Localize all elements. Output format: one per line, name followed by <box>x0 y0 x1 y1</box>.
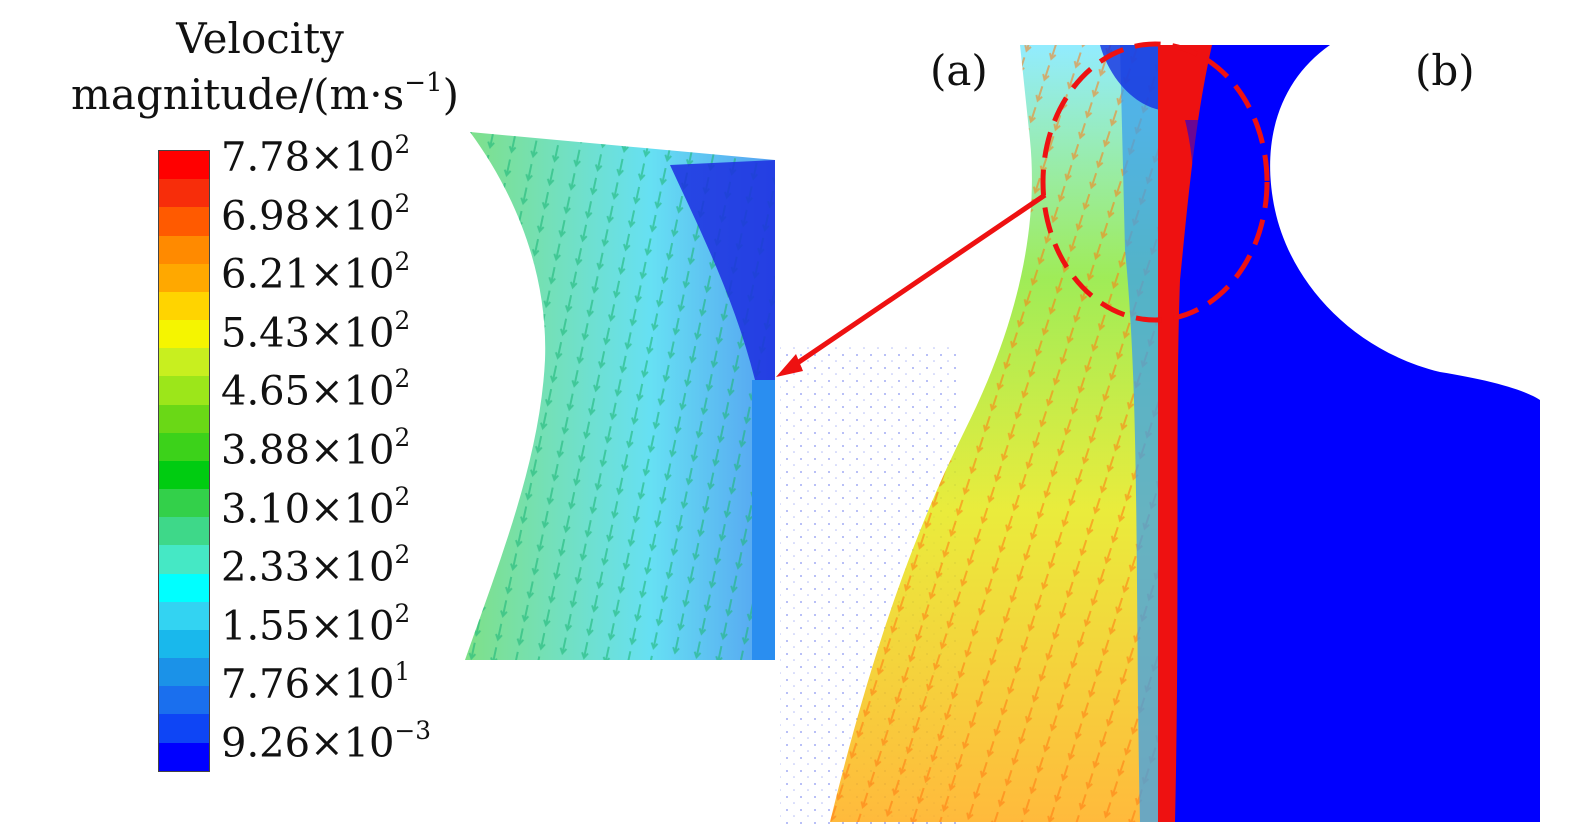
color-band <box>159 629 209 659</box>
color-band <box>159 432 209 461</box>
legend-title-line1: Velocity <box>176 14 344 63</box>
legend-title-unit: magnitude/(m·s <box>71 70 405 120</box>
color-band <box>159 404 209 433</box>
color-bar-tick-label: 4.65×102 <box>221 364 411 415</box>
zoom-arrow-head <box>776 354 803 377</box>
color-bar-tick-label: 3.88×102 <box>221 423 411 474</box>
color-band <box>159 714 209 743</box>
color-band <box>159 151 209 180</box>
color-bar-tick-label: 1.55×102 <box>221 598 411 650</box>
inset-wall-layer <box>752 380 775 660</box>
color-band <box>159 460 209 490</box>
panel-label-a: (a) <box>930 46 988 95</box>
color-band <box>159 320 209 349</box>
color-band <box>159 686 209 715</box>
legend-title-exponent: −1 <box>404 68 443 98</box>
top-vortex <box>1100 45 1160 110</box>
color-bar-tick-label: 3.10×102 <box>221 481 411 532</box>
color-band <box>159 517 209 546</box>
color-bar-tick-label: 5.43×102 <box>221 305 411 357</box>
color-band <box>159 207 209 236</box>
color-bar-tick-label: 6.98×102 <box>221 188 411 239</box>
color-bar <box>158 150 210 772</box>
inset-stream-arrows <box>465 132 775 660</box>
zoom-arrow-line <box>788 192 1047 371</box>
color-band <box>159 601 209 630</box>
color-band <box>159 742 209 771</box>
inset-zoom-view <box>465 132 775 660</box>
color-band <box>159 348 209 377</box>
color-band <box>159 235 209 264</box>
interface-blue-overlay <box>1180 120 1200 822</box>
color-band <box>159 658 209 687</box>
color-bar-tick-label: 2.33×102 <box>221 540 411 591</box>
color-bar-tick-label: 6.21×102 <box>221 247 411 298</box>
legend-title-line2: magnitude/(m·s−1) <box>20 70 510 116</box>
panel-label-b: (b) <box>1415 46 1475 95</box>
wall-slow-layer <box>1120 45 1160 822</box>
color-band <box>159 179 209 208</box>
interface-red-band <box>1158 45 1212 822</box>
color-band <box>159 573 209 602</box>
color-band <box>159 489 209 518</box>
legend-title-close: ) <box>442 70 459 120</box>
inset-vortex <box>670 160 775 380</box>
solid-region <box>1170 45 1540 822</box>
color-band <box>159 376 209 405</box>
color-bar-tick-label: 7.78×102 <box>221 130 411 181</box>
highlight-ellipse <box>1040 41 1270 323</box>
color-band <box>159 291 209 321</box>
particle-stream-arrows <box>830 45 1160 822</box>
color-bar-tick-label: 7.76×101 <box>221 657 411 708</box>
color-bar-tick-label: 9.26×10−3 <box>221 716 432 767</box>
color-band <box>159 263 209 292</box>
color-band <box>159 545 209 574</box>
